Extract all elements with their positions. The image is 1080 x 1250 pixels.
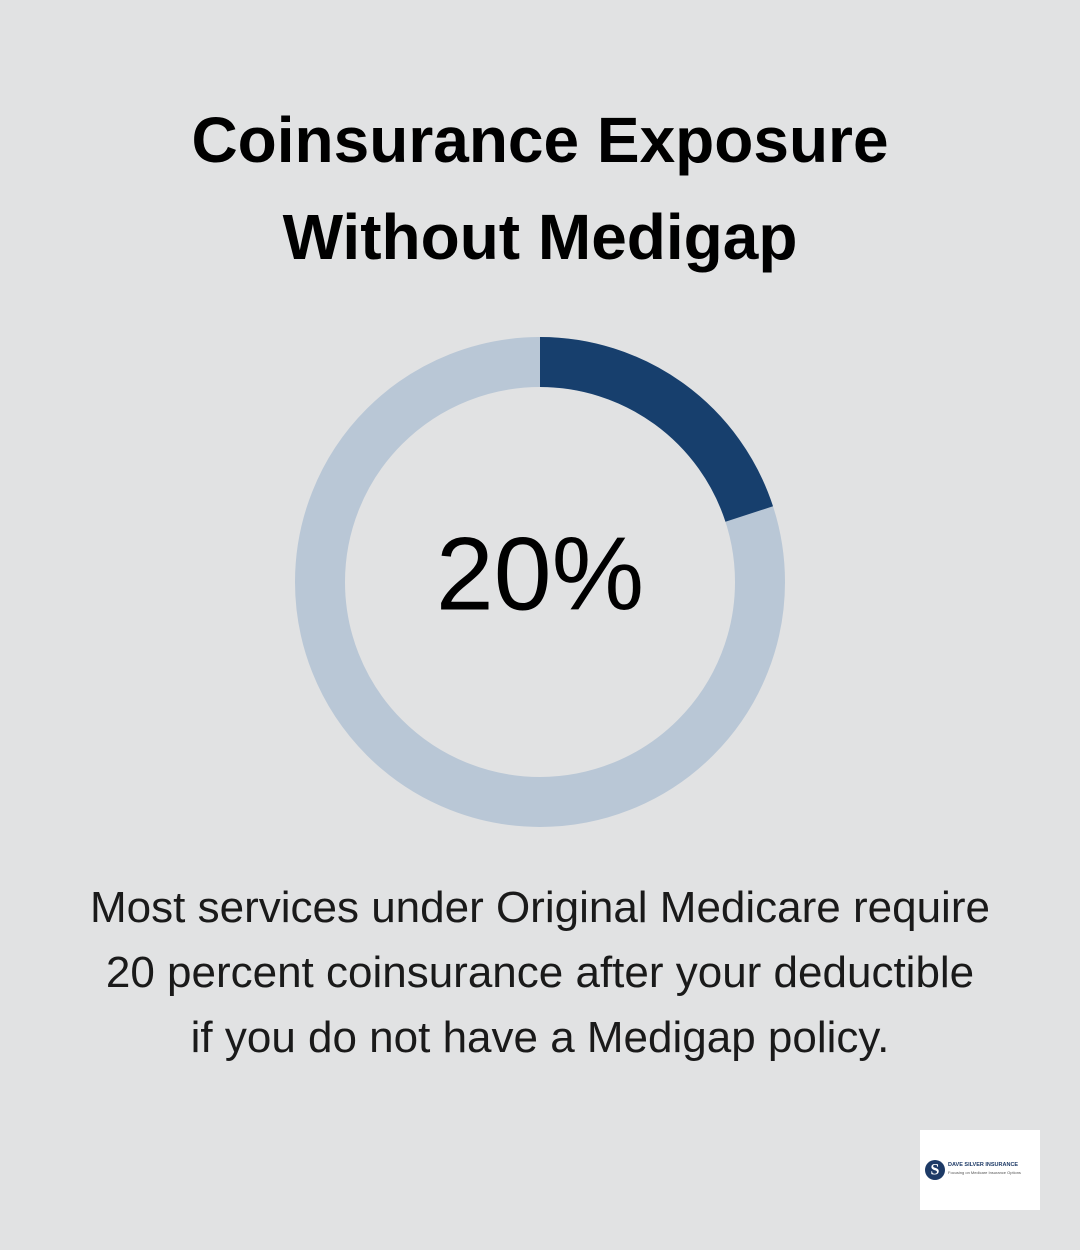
logo: S DAVE SILVER INSURANCE Focusing on Medi… <box>920 1130 1040 1210</box>
description: Most services under Original Medicare re… <box>0 875 1080 1070</box>
chart-title: Coinsurance Exposure Without Medigap <box>191 104 889 273</box>
logo-tagline: Focusing on Medicare Insurance Options <box>948 1170 1021 1175</box>
value-arc <box>539 337 774 523</box>
svg-text:S: S <box>931 1162 940 1179</box>
chart: 20% <box>295 337 785 827</box>
description-line: Most services under Original Medicare re… <box>90 883 990 932</box>
description-line: if you do not have a Medigap policy. <box>190 1013 890 1062</box>
logo-name: DAVE SILVER INSURANCE <box>948 1162 1019 1168</box>
value-label: 20% <box>436 516 644 632</box>
logo-icon: S <box>925 1160 945 1180</box>
description-line: 20 percent coinsurance after your deduct… <box>105 948 975 997</box>
